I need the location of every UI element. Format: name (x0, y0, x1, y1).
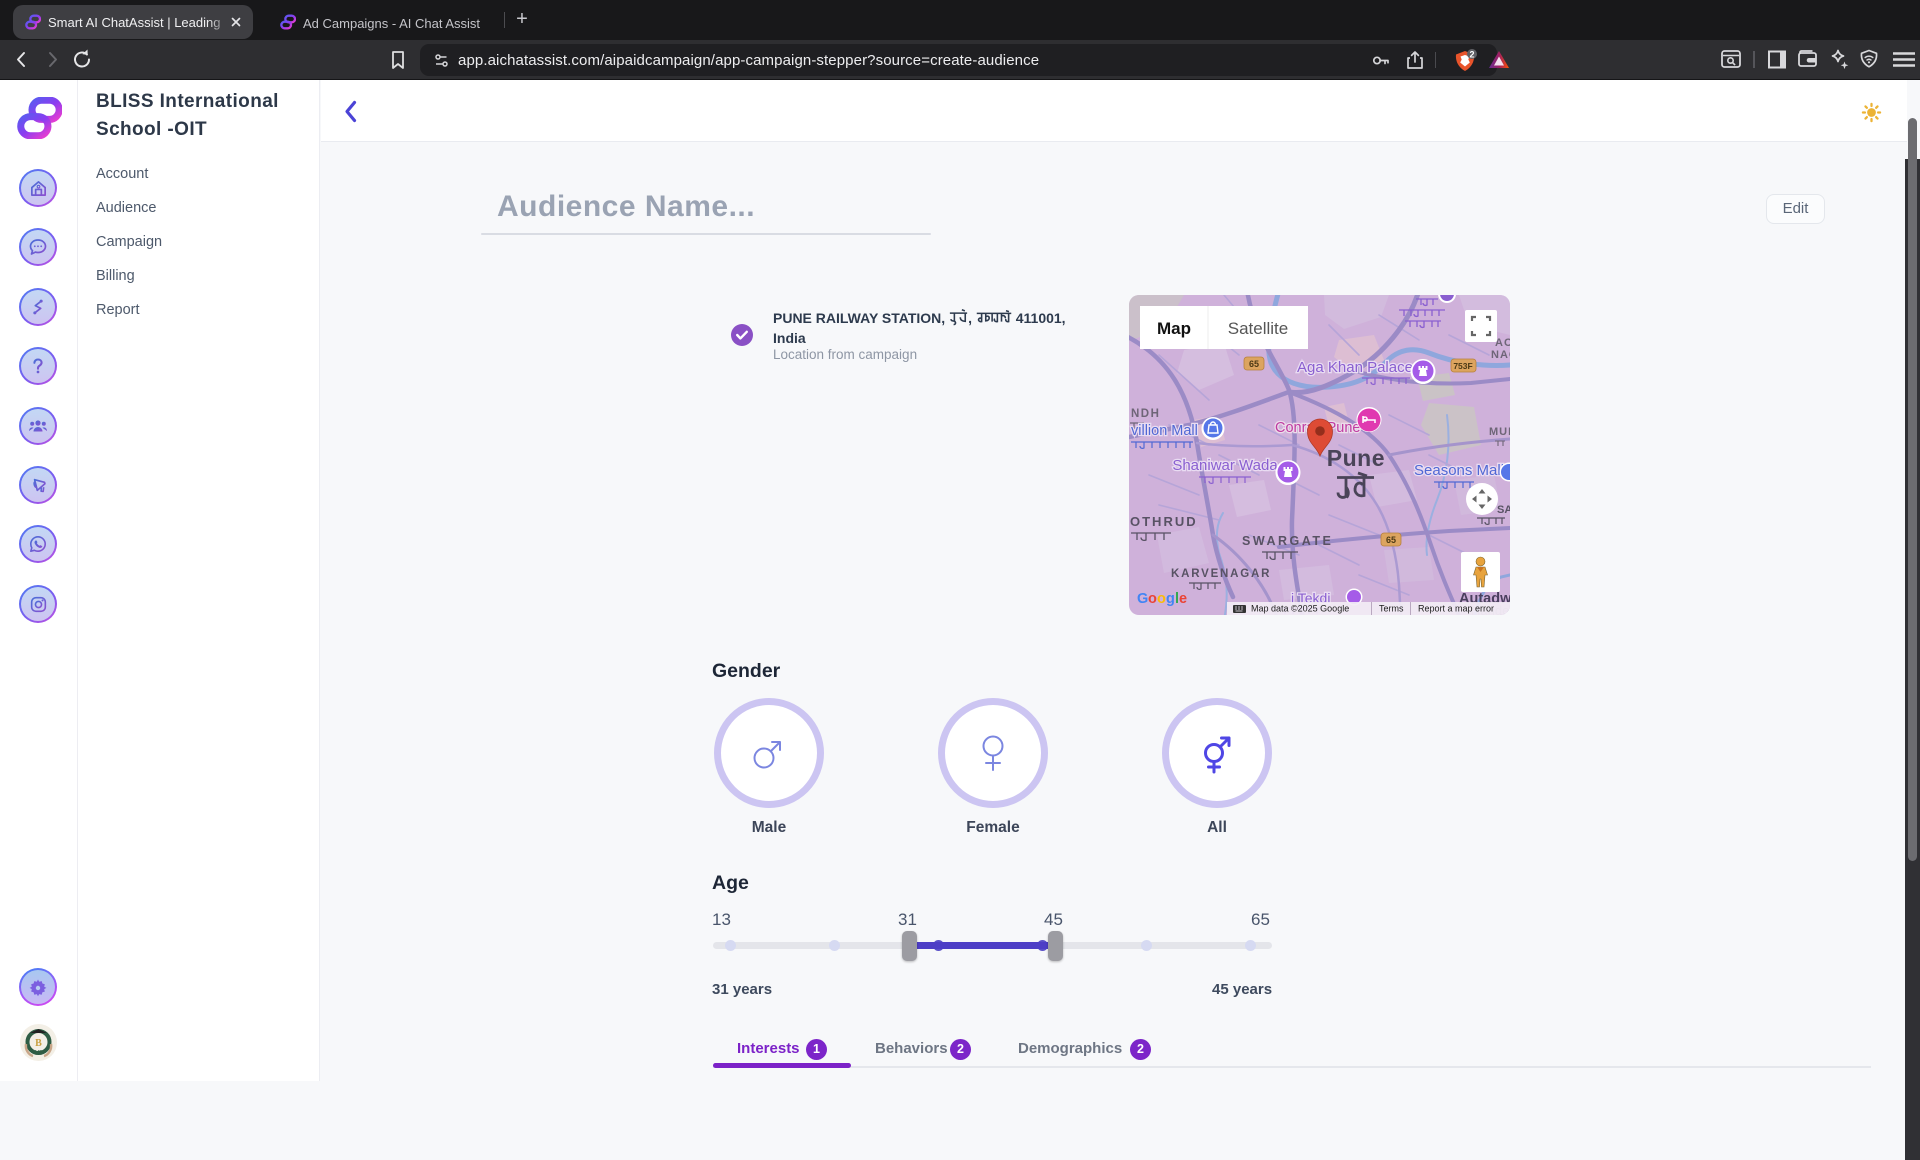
svg-text:2: 2 (1469, 49, 1474, 59)
svg-text:villion Mall: villion Mall (1131, 423, 1198, 439)
svg-text:Map: Map (1157, 319, 1191, 338)
svg-text:KARVENAGAR: KARVENAGAR (1171, 568, 1271, 580)
svg-text:BLISS: BLISS (32, 1049, 45, 1054)
svg-text:l: l (1175, 591, 1179, 607)
svg-text:65: 65 (1249, 359, 1259, 369)
svg-text:SWARGATE: SWARGATE (1242, 534, 1333, 548)
svg-text:Map data ©2025 Google: Map data ©2025 Google (1251, 604, 1349, 614)
svg-text:753F: 753F (1453, 361, 1472, 371)
svg-text:65: 65 (1386, 535, 1396, 545)
svg-text:Report a map error: Report a map error (1418, 604, 1494, 614)
svg-text:Shaniwar Wada: Shaniwar Wada (1172, 457, 1278, 474)
svg-text:e: e (1179, 591, 1187, 607)
svg-text:AC: AC (1495, 337, 1510, 349)
svg-text:NDH: NDH (1131, 408, 1160, 420)
svg-text:SA: SA (1497, 504, 1510, 516)
svg-text:NAG: NAG (1491, 349, 1510, 361)
svg-text:o: o (1148, 591, 1157, 607)
svg-text:o: o (1157, 591, 1166, 607)
svg-text:g: g (1166, 591, 1175, 607)
svg-text:Seasons Mall: Seasons Mall (1414, 462, 1504, 479)
svg-text:Aga Khan Palace: Aga Khan Palace (1297, 359, 1413, 376)
svg-text:OTHRUD: OTHRUD (1130, 514, 1198, 529)
svg-text:MUN: MUN (1489, 426, 1510, 438)
svg-text:Pune: Pune (1327, 445, 1385, 471)
svg-text:B: B (35, 1038, 42, 1049)
svg-text:Satellite: Satellite (1228, 319, 1288, 338)
svg-text:Terms: Terms (1379, 604, 1404, 614)
svg-text:G: G (1137, 591, 1148, 607)
